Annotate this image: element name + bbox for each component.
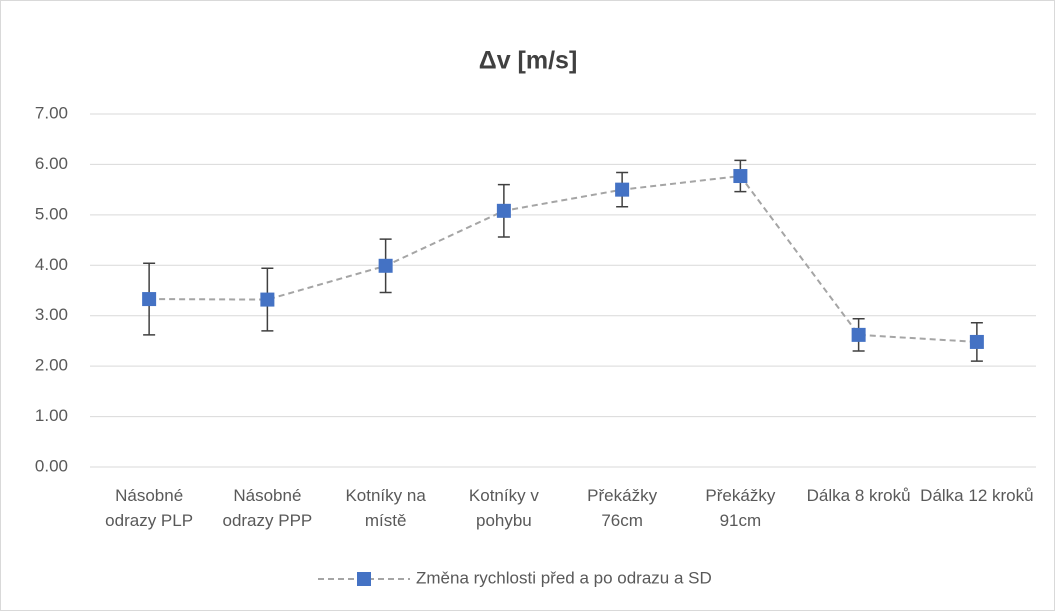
marker	[260, 292, 275, 307]
x-tick-label: Překážky 76cm	[587, 486, 658, 530]
marker	[378, 258, 393, 273]
y-tick-label: 1.00	[35, 406, 68, 425]
x-tick-label: Dálka 12 kroků	[920, 486, 1034, 505]
marker	[615, 182, 630, 197]
legend-marker	[357, 572, 371, 586]
chart-title: Δv [m/s]	[479, 47, 578, 75]
marker	[496, 203, 511, 218]
y-tick-label: 0.00	[35, 456, 68, 475]
y-tick-label: 6.00	[35, 154, 68, 173]
x-tick-label: Násobné odrazy PPP	[222, 486, 313, 530]
y-tick-label: 3.00	[35, 305, 68, 324]
marker	[851, 327, 866, 342]
x-tick-label: Kotníky na místě	[345, 486, 426, 530]
y-tick-label: 7.00	[35, 103, 68, 122]
y-tick-label: 2.00	[35, 356, 68, 375]
x-tick-label: Násobné odrazy PLP	[105, 486, 194, 530]
x-tick-label: Dálka 8 kroků	[806, 486, 911, 505]
y-tick-label: 4.00	[35, 255, 68, 274]
y-tick-label: 5.00	[35, 204, 68, 223]
marker	[733, 169, 748, 184]
x-tick-label: Překážky 91cm	[705, 486, 776, 530]
marker	[969, 334, 984, 349]
x-tick-label: Kotníky v pohybu	[468, 486, 539, 530]
legend-label: Změna rychlosti před a po odrazu a SD	[416, 568, 712, 587]
marker	[142, 292, 157, 307]
series-line	[149, 174, 977, 343]
